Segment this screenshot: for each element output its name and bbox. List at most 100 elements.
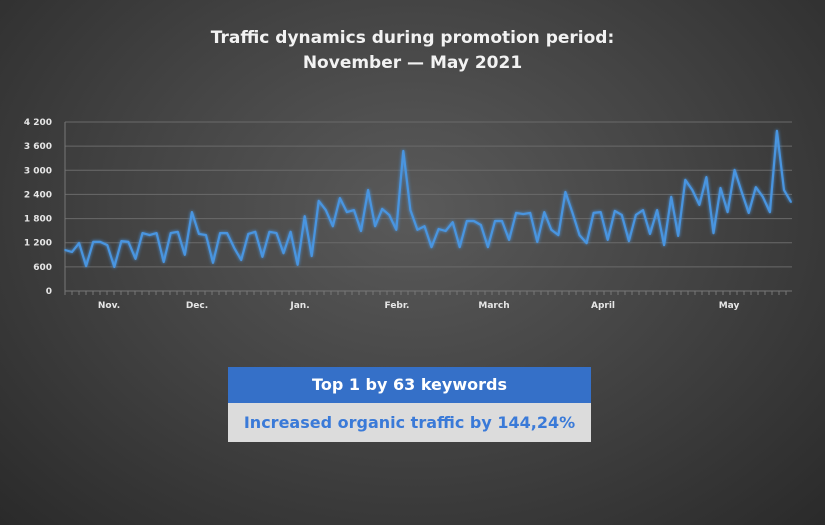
data-point <box>162 261 165 263</box>
data-point <box>501 220 503 222</box>
y-tick-label: 3 000 <box>24 166 52 176</box>
x-tick-label: May <box>719 301 740 311</box>
data-point <box>621 214 623 216</box>
data-point <box>353 209 355 211</box>
data-point <box>719 187 722 189</box>
data-point <box>106 244 109 246</box>
data-point <box>733 169 736 171</box>
data-point <box>599 211 602 213</box>
data-point <box>275 232 278 234</box>
data-point <box>564 191 567 193</box>
data-point <box>487 246 489 248</box>
data-point <box>374 225 376 228</box>
x-axis: Nov. Dec. Jan. Febr. March April May <box>64 290 792 311</box>
data-point <box>339 197 341 199</box>
data-point <box>494 220 496 222</box>
data-point <box>184 253 186 256</box>
data-point <box>649 233 651 235</box>
data-point <box>698 204 701 206</box>
data-point <box>198 233 200 235</box>
data-point <box>233 247 235 249</box>
data-point <box>261 255 264 258</box>
data-point <box>585 242 588 244</box>
data-point <box>691 189 694 191</box>
data-point <box>656 209 658 211</box>
data-point <box>726 211 729 213</box>
chart-title: Traffic dynamics during promotion period… <box>0 26 825 76</box>
data-point <box>663 244 665 246</box>
data-point <box>332 225 334 228</box>
data-point <box>148 234 151 236</box>
data-point <box>451 221 454 223</box>
data-point <box>388 214 391 216</box>
y-tick-label: 1 800 <box>24 215 52 225</box>
data-point <box>670 196 672 198</box>
data-point <box>360 230 362 232</box>
data-point <box>754 186 757 188</box>
y-tick-label: 2 400 <box>24 190 52 200</box>
data-point <box>508 239 510 241</box>
highlight-banner: Top 1 by 63 keywords <box>228 367 591 403</box>
x-tick-label: Jan. <box>289 301 309 311</box>
data-point <box>480 224 482 226</box>
y-tick-label: 600 <box>33 263 52 273</box>
data-point <box>127 241 130 243</box>
data-point <box>268 231 271 233</box>
data-point <box>628 240 630 242</box>
y-tick-label: 0 <box>46 287 52 297</box>
data-point <box>578 234 581 236</box>
x-tick-label: April <box>591 301 615 311</box>
data-point <box>289 231 292 233</box>
data-point <box>550 229 553 231</box>
data-point <box>557 234 560 236</box>
data-point <box>99 241 102 243</box>
data-point <box>402 150 405 152</box>
data-point <box>240 259 243 261</box>
title-line-2: November — May 2021 <box>302 53 523 73</box>
data-point <box>85 265 87 267</box>
data-point <box>705 176 708 178</box>
data-point <box>176 231 179 233</box>
data-point <box>790 201 792 203</box>
data-point <box>409 209 412 211</box>
data-point <box>191 211 193 213</box>
y-tick-label: 3 600 <box>24 142 52 152</box>
data-point <box>416 229 419 231</box>
data-point <box>613 210 616 212</box>
data-point <box>769 211 771 213</box>
data-point <box>529 212 532 214</box>
data-point <box>310 255 313 257</box>
data-point <box>543 211 546 213</box>
data-point <box>64 249 66 251</box>
data-point <box>747 212 750 214</box>
data-point <box>367 189 369 191</box>
data-point <box>776 130 778 132</box>
data-point <box>226 232 228 234</box>
data-point <box>522 213 524 215</box>
data-point <box>134 258 137 260</box>
data-point <box>606 239 609 241</box>
title-line-1: Traffic dynamics during promotion period… <box>210 28 615 48</box>
data-point <box>458 246 461 248</box>
x-tick-label: Febr. <box>385 301 410 311</box>
data-point <box>635 214 637 216</box>
data-point <box>247 233 250 235</box>
traffic-series-line <box>64 129 792 268</box>
data-point <box>762 196 764 198</box>
data-point <box>642 209 644 211</box>
data-point <box>444 230 447 232</box>
data-point <box>219 232 221 234</box>
data-point <box>430 246 433 248</box>
data-point <box>113 266 116 268</box>
y-tick-label: 1 200 <box>24 239 52 249</box>
data-point <box>71 251 73 253</box>
data-point <box>740 191 743 193</box>
data-point <box>296 264 299 266</box>
data-point <box>254 231 257 233</box>
data-point <box>592 212 595 214</box>
data-point <box>212 262 214 264</box>
data-point <box>381 208 383 210</box>
data-point <box>346 211 348 213</box>
y-tick-label: 4 200 <box>24 118 52 128</box>
